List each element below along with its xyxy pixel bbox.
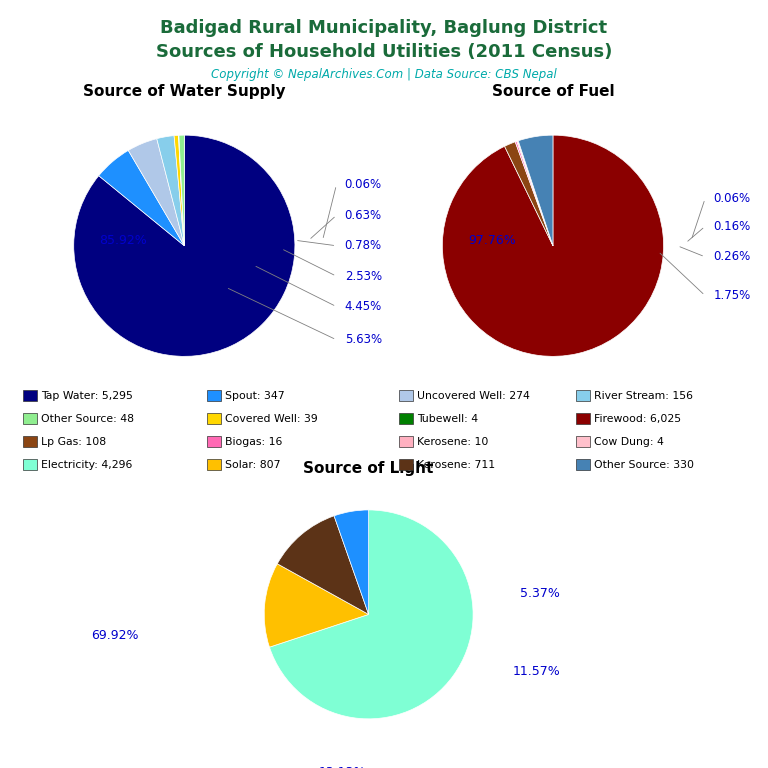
Text: 4.45%: 4.45%	[345, 300, 382, 313]
Text: Solar: 807: Solar: 807	[225, 459, 280, 470]
Wedge shape	[174, 135, 184, 246]
Text: Badigad Rural Municipality, Baglung District
Sources of Household Utilities (201: Badigad Rural Municipality, Baglung Dist…	[156, 19, 612, 61]
Wedge shape	[264, 564, 369, 647]
Text: Firewood: 6,025: Firewood: 6,025	[594, 413, 680, 424]
Wedge shape	[74, 135, 295, 356]
Wedge shape	[270, 510, 473, 719]
Text: 13.13%: 13.13%	[319, 766, 366, 768]
Wedge shape	[178, 135, 184, 246]
Wedge shape	[442, 135, 664, 356]
Text: 0.16%: 0.16%	[713, 220, 750, 233]
Text: 0.06%: 0.06%	[345, 178, 382, 191]
Wedge shape	[179, 135, 184, 246]
Text: Cow Dung: 4: Cow Dung: 4	[594, 436, 664, 447]
Wedge shape	[99, 151, 184, 246]
Wedge shape	[518, 135, 553, 246]
Text: Kerosene: 711: Kerosene: 711	[417, 459, 495, 470]
Text: 0.06%: 0.06%	[713, 192, 750, 205]
Text: Spout: 347: Spout: 347	[225, 390, 285, 401]
Text: 2.53%: 2.53%	[345, 270, 382, 283]
Text: Electricity: 4,296: Electricity: 4,296	[41, 459, 132, 470]
Title: Source of Water Supply: Source of Water Supply	[83, 84, 286, 99]
Text: 0.63%: 0.63%	[345, 209, 382, 222]
Wedge shape	[517, 141, 553, 246]
Text: 0.26%: 0.26%	[713, 250, 750, 263]
Text: Other Source: 330: Other Source: 330	[594, 459, 694, 470]
Text: Uncovered Well: 274: Uncovered Well: 274	[417, 390, 530, 401]
Wedge shape	[277, 516, 369, 614]
Text: 5.37%: 5.37%	[520, 587, 560, 600]
Wedge shape	[157, 136, 184, 246]
Text: 11.57%: 11.57%	[512, 665, 560, 678]
Text: 5.63%: 5.63%	[345, 333, 382, 346]
Wedge shape	[334, 510, 369, 614]
Wedge shape	[505, 142, 553, 246]
Text: Other Source: 48: Other Source: 48	[41, 413, 134, 424]
Text: 69.92%: 69.92%	[91, 629, 139, 642]
Text: Covered Well: 39: Covered Well: 39	[225, 413, 318, 424]
Text: 85.92%: 85.92%	[100, 233, 147, 247]
Wedge shape	[128, 139, 184, 246]
Text: River Stream: 156: River Stream: 156	[594, 390, 693, 401]
Text: 97.76%: 97.76%	[468, 233, 516, 247]
Text: Lp Gas: 108: Lp Gas: 108	[41, 436, 106, 447]
Text: Tubewell: 4: Tubewell: 4	[417, 413, 478, 424]
Title: Source of Fuel: Source of Fuel	[492, 84, 614, 99]
Text: Tap Water: 5,295: Tap Water: 5,295	[41, 390, 133, 401]
Title: Source of Light: Source of Light	[303, 461, 434, 475]
Wedge shape	[518, 141, 553, 246]
Text: Kerosene: 10: Kerosene: 10	[417, 436, 488, 447]
Text: 1.75%: 1.75%	[713, 289, 750, 302]
Text: 0.78%: 0.78%	[345, 240, 382, 252]
Text: Copyright © NepalArchives.Com | Data Source: CBS Nepal: Copyright © NepalArchives.Com | Data Sou…	[211, 68, 557, 81]
Text: Biogas: 16: Biogas: 16	[225, 436, 283, 447]
Wedge shape	[515, 141, 553, 246]
